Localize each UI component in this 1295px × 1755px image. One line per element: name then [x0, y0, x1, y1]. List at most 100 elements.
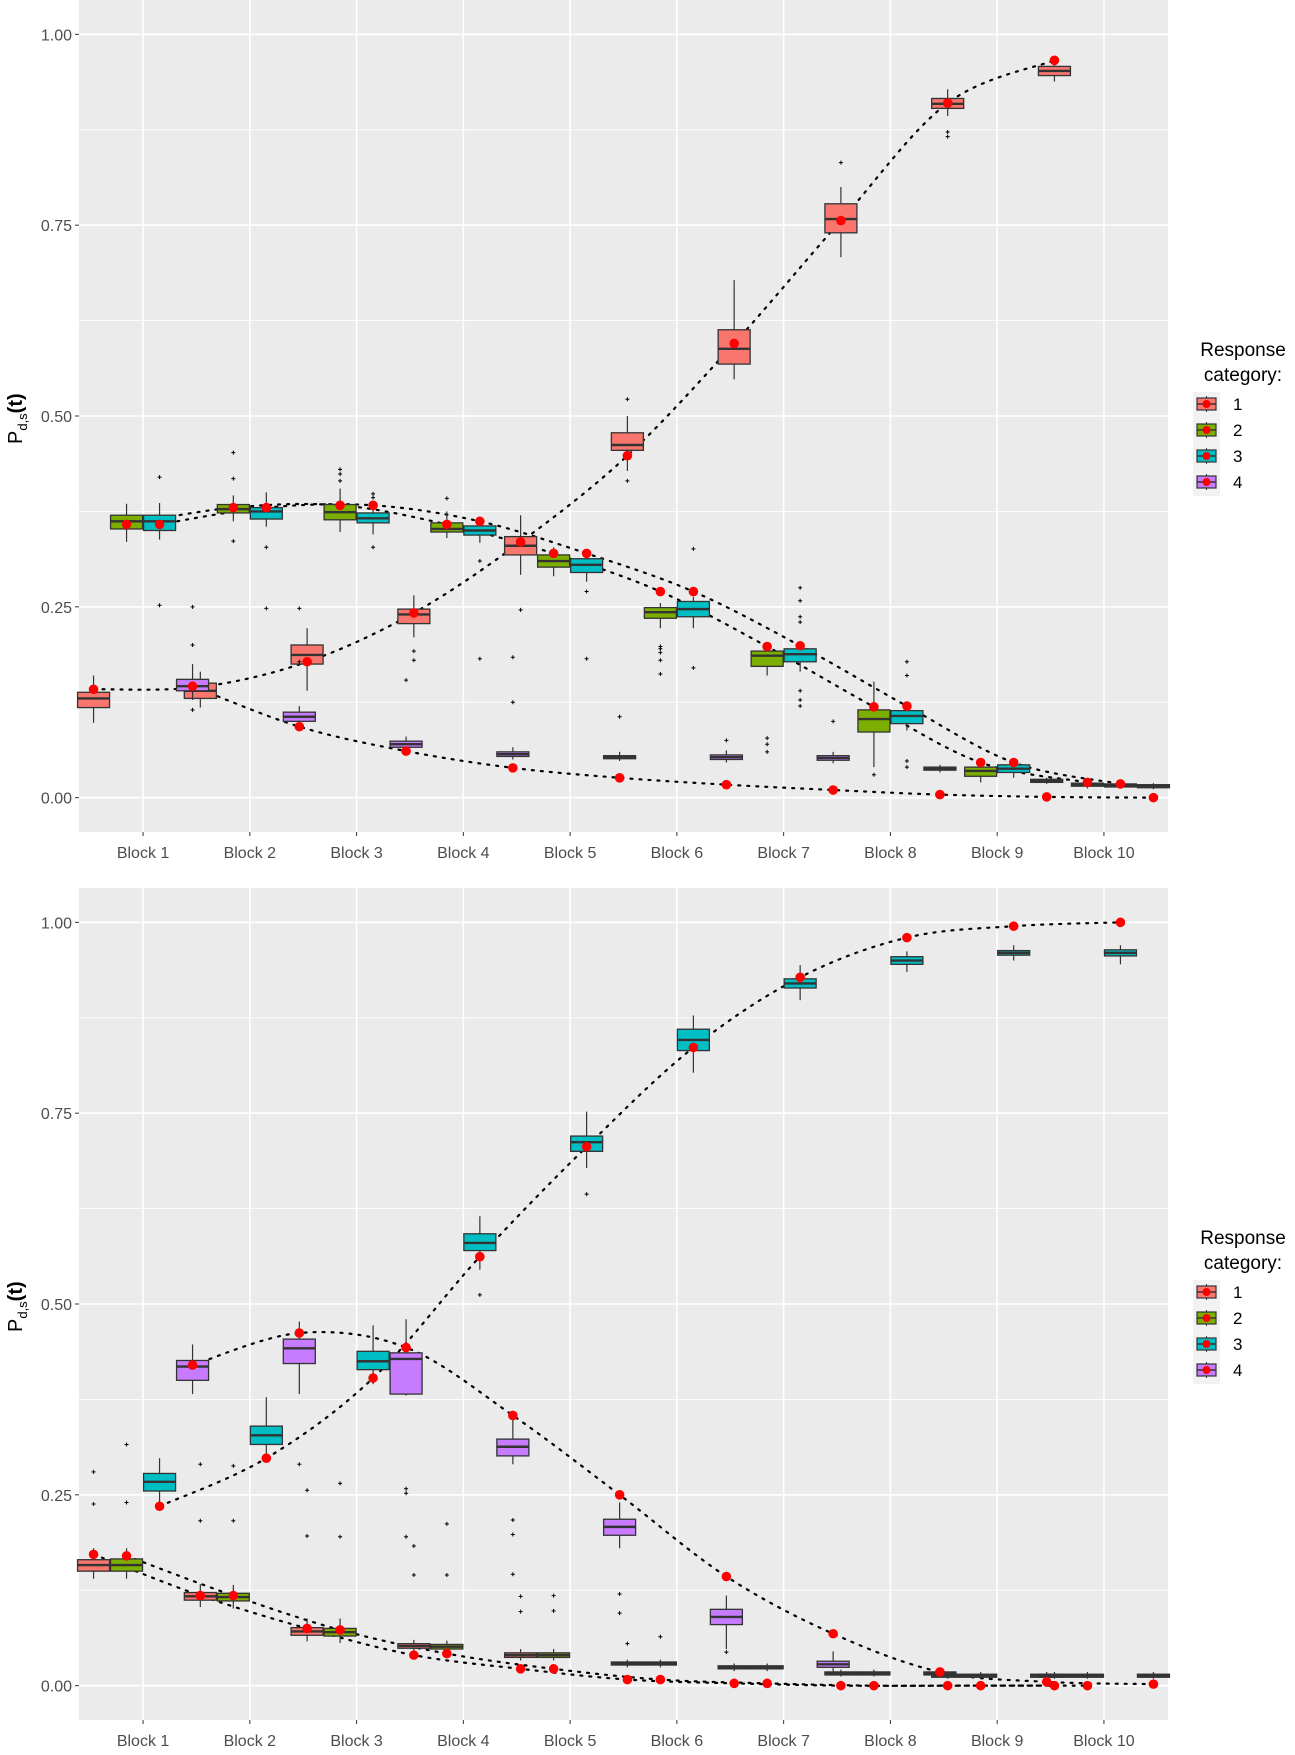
- y-tick-label: 0.00: [41, 791, 72, 808]
- mean-point: [261, 1453, 272, 1463]
- boxplot-category-3: [569, 548, 604, 661]
- mean-point: [442, 519, 452, 530]
- outlier-point: [798, 585, 803, 590]
- outlier-point: [691, 546, 696, 551]
- legend: Response category: 1 2 3 4: [1193, 1228, 1286, 1384]
- outlier-point: [904, 673, 909, 678]
- boxplot-category-3: [142, 1458, 177, 1512]
- box: [610, 432, 645, 451]
- mean-point: [368, 500, 378, 511]
- outlier-point: [190, 707, 195, 712]
- legend-mean-dot: [1202, 400, 1211, 408]
- outlier-point: [945, 130, 950, 135]
- outlier-point: [338, 1534, 343, 1539]
- legend-mean-dot: [1202, 1288, 1211, 1296]
- boxplot-category-3: [783, 585, 817, 709]
- boxplot-category-2: [857, 1669, 891, 1691]
- outlier-point: [297, 1462, 302, 1467]
- boxplot-category-1: [503, 515, 538, 612]
- boxplot-category-1: [717, 1663, 751, 1689]
- outlier-point: [518, 1609, 523, 1614]
- x-tick-label: Block 9: [971, 1733, 1024, 1750]
- y-tick-label: 1.00: [41, 27, 72, 44]
- mean-point: [942, 98, 953, 108]
- x-tick-label: Block 7: [757, 845, 810, 862]
- legend-label: 4: [1233, 473, 1242, 492]
- x-tick-label: Block 1: [117, 845, 170, 862]
- legend-mean-dot: [1202, 478, 1211, 486]
- boxplot-category-1: [610, 1641, 645, 1685]
- y-tick-label: 0.00: [41, 1679, 72, 1696]
- outlier-point: [904, 659, 909, 664]
- mean-point: [1049, 55, 1060, 66]
- boxplot-category-4: [496, 655, 530, 773]
- outlier-point: [404, 1491, 409, 1496]
- mean-point: [154, 519, 165, 530]
- mean-point: [195, 1590, 206, 1601]
- outlier-point: [510, 1532, 515, 1537]
- mean-point: [614, 1490, 625, 1500]
- boxplot-category-2: [323, 1481, 357, 1643]
- mean-point: [409, 1650, 419, 1660]
- mean-point: [688, 586, 699, 597]
- outlier-point: [765, 742, 770, 747]
- outlier-point: [157, 475, 162, 480]
- mean-point: [828, 785, 838, 795]
- boxplot-category-3: [890, 659, 924, 770]
- boxplot-category-4: [1030, 1671, 1064, 1687]
- legend-mean-dot: [1202, 1340, 1211, 1348]
- legend-mean-dot: [1202, 426, 1211, 434]
- boxplot-category-2: [323, 467, 357, 533]
- outlier-point: [798, 598, 803, 603]
- outlier-point: [798, 614, 803, 619]
- outlier-point: [338, 472, 343, 477]
- legend-item-2: 2: [1196, 1309, 1242, 1328]
- boxplot-category-2: [536, 547, 571, 577]
- outlier-point: [617, 1592, 622, 1597]
- mean-point: [88, 1549, 99, 1560]
- boxplot-category-4: [282, 1321, 316, 1467]
- boxplot-category-4: [709, 738, 744, 790]
- x-tick-label: Block 10: [1073, 845, 1134, 862]
- y-axis-title-sub: d,s: [15, 1301, 30, 1319]
- boxplot-category-2: [643, 1634, 678, 1685]
- outlier-point: [658, 658, 663, 663]
- mean-point: [548, 548, 559, 559]
- mean-point: [975, 1680, 986, 1691]
- legend: Response category: 1 2 3 4: [1193, 340, 1286, 496]
- mean-point: [622, 450, 633, 461]
- outlier-point: [798, 620, 803, 625]
- mean-point: [302, 656, 312, 667]
- outlier-point: [444, 1572, 449, 1577]
- outlier-point: [691, 665, 696, 670]
- y-axis-title: Pd,s(t): [5, 1281, 30, 1332]
- mean-point: [154, 1501, 165, 1512]
- outlier-point: [190, 642, 195, 647]
- outlier-point: [625, 397, 630, 402]
- legend-label: 1: [1233, 395, 1242, 414]
- mean-point: [401, 1342, 411, 1353]
- boxplot-category-4: [282, 606, 316, 732]
- x-tick-label: Block 4: [437, 845, 490, 862]
- legend-label: 2: [1233, 1309, 1242, 1328]
- outlier-point: [231, 539, 236, 544]
- legend-item-1: 1: [1196, 1283, 1242, 1302]
- boxplot-category-4: [1030, 777, 1064, 802]
- mean-point: [1008, 757, 1019, 768]
- mean-point: [1082, 777, 1093, 788]
- legend-item-4: 4: [1196, 473, 1242, 492]
- x-tick-label: Block 5: [544, 1733, 597, 1750]
- outlier-point: [231, 450, 236, 455]
- outlier-point: [617, 714, 622, 719]
- legend-label: 3: [1233, 1335, 1242, 1354]
- outlier-point: [411, 658, 416, 663]
- mean-point: [688, 1042, 699, 1053]
- mean-point: [475, 1251, 485, 1262]
- outlier-point: [625, 478, 630, 483]
- outlier-point: [510, 700, 515, 705]
- boxplot-category-1: [290, 628, 324, 691]
- boxplot-category-2: [430, 1521, 464, 1659]
- y-tick-label: 0.75: [41, 1106, 72, 1123]
- outlier-point: [658, 646, 663, 651]
- outlier-point: [444, 1521, 449, 1526]
